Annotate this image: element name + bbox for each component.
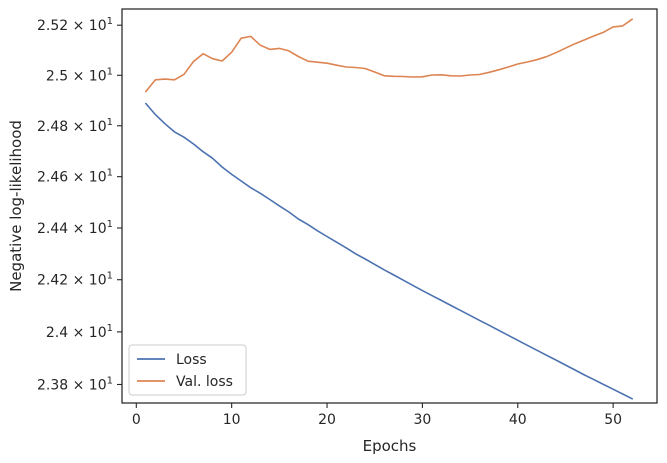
y-tick-times: × xyxy=(68,119,89,135)
y-tick-exponent: 1 xyxy=(107,271,113,282)
y-tick-times: × xyxy=(68,68,89,84)
y-tick-mantissa: 2.42 xyxy=(37,273,68,289)
legend: Loss Val. loss xyxy=(128,344,247,396)
y-tick-base: 10 xyxy=(89,119,107,135)
y-tick-label: 2.46 × 101 xyxy=(37,168,113,186)
y-tick-exponent: 1 xyxy=(107,117,113,128)
y-tick-base: 10 xyxy=(89,18,107,34)
x-axis: 0 10 20 30 40 50 xyxy=(132,403,622,428)
y-tick-mantissa: 2.52 xyxy=(37,18,68,34)
y-tick-exponent: 1 xyxy=(107,66,113,77)
y-tick-label: 2.44 × 101 xyxy=(37,219,113,237)
series-line-val-loss xyxy=(145,18,634,93)
y-tick-label: 2.4 × 101 xyxy=(46,323,113,341)
y-axis-label: Negative log-likelihood xyxy=(7,120,25,292)
y-tick-label: 2.38 × 101 xyxy=(37,375,113,393)
x-tick-label: 30 xyxy=(413,412,431,428)
y-tick-label: 2.48 × 101 xyxy=(37,117,113,135)
y-tick-base: 10 xyxy=(89,221,107,237)
y-tick-mantissa: 2.44 xyxy=(37,221,68,237)
y-tick-mantissa: 2.46 xyxy=(37,170,68,186)
y-tick-base: 10 xyxy=(89,377,107,393)
y-tick-exponent: 1 xyxy=(107,16,113,27)
y-tick-times: × xyxy=(68,325,89,341)
y-tick-mantissa: 2.4 xyxy=(46,325,68,341)
y-tick-times: × xyxy=(68,221,89,237)
y-tick-base: 10 xyxy=(89,325,107,341)
y-tick-label: 2.5 × 101 xyxy=(46,66,113,84)
x-tick-label: 0 xyxy=(132,412,141,428)
y-tick-exponent: 1 xyxy=(107,219,113,230)
x-tick-label: 10 xyxy=(223,412,241,428)
y-tick-base: 10 xyxy=(89,170,107,186)
y-tick-exponent: 1 xyxy=(107,168,113,179)
series-line-loss xyxy=(145,102,634,400)
y-tick-base: 10 xyxy=(89,68,107,84)
legend-box xyxy=(128,344,247,396)
y-tick-times: × xyxy=(68,273,89,289)
y-tick-times: × xyxy=(68,377,89,393)
y-tick-times: × xyxy=(68,18,89,34)
y-tick-mantissa: 2.48 xyxy=(37,119,68,135)
y-tick-base: 10 xyxy=(89,273,107,289)
y-tick-times: × xyxy=(68,170,89,186)
y-tick-mantissa: 2.38 xyxy=(37,377,68,393)
legend-label: Loss xyxy=(176,352,207,368)
y-tick-exponent: 1 xyxy=(107,375,113,386)
y-tick-label: 2.42 × 101 xyxy=(37,271,113,289)
y-tick-mantissa: 2.5 xyxy=(46,68,68,84)
x-tick-label: 50 xyxy=(604,412,622,428)
y-tick-label: 2.52 × 101 xyxy=(37,16,113,34)
x-axis-label: Epochs xyxy=(363,437,417,455)
axes-frame xyxy=(121,8,658,404)
x-tick-label: 20 xyxy=(318,412,336,428)
x-tick-label: 40 xyxy=(509,412,527,428)
legend-label: Val. loss xyxy=(176,374,233,390)
series-layer xyxy=(145,18,634,400)
y-tick-exponent: 1 xyxy=(107,323,113,334)
